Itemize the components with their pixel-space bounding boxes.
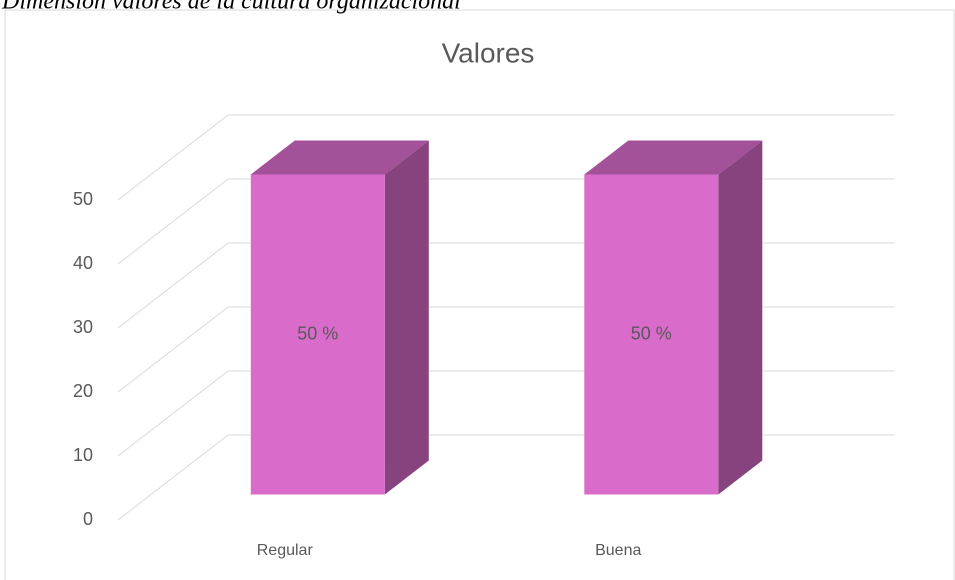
bar-top [250,140,429,175]
data-label: 50 % [631,323,672,343]
bar [584,174,719,495]
grid-line [117,114,229,201]
bar [250,174,385,495]
bar-top [584,140,763,175]
grid-line [117,306,229,393]
grid-line [117,178,229,265]
bar-side [718,140,763,495]
x-tick-label: Regular [257,542,314,559]
data-label: 50 % [297,323,338,343]
bar-side [384,140,429,495]
y-tick-label: 50 [73,189,93,209]
chart-title: Valores [442,37,535,68]
y-tick-label: 30 [73,317,93,337]
grid-line [117,242,229,329]
y-tick-label: 40 [73,253,93,273]
chart-border [4,9,955,580]
grid-line [117,434,229,521]
y-tick-label: 10 [73,445,93,465]
y-tick-label: 0 [83,509,93,529]
grid-line [117,370,229,457]
y-tick-label: 20 [73,381,93,401]
x-tick-label: Buena [595,542,641,559]
caption: Dimensión valores de la cultura organiza… [1,0,461,15]
